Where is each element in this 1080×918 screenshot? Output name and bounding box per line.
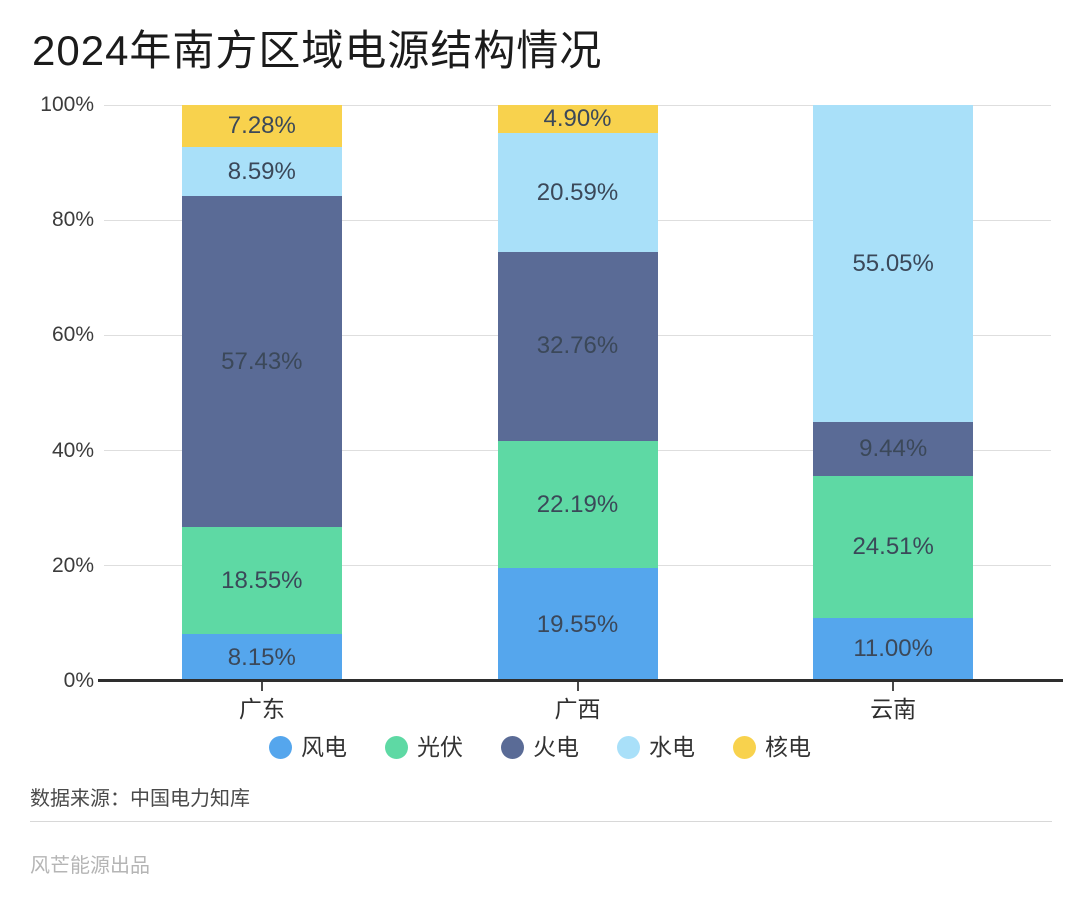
x-axis-tick (576, 682, 579, 691)
legend-item-solar: 光伏 (385, 734, 463, 760)
bar-segment-wind: 19.55% (497, 568, 658, 681)
legend-item-wind: 风电 (269, 734, 347, 760)
bar-segment-hydro: 8.59% (181, 146, 342, 197)
bar-segment-hydro: 55.05% (813, 105, 974, 423)
bar-segment-hydro: 20.59% (497, 133, 658, 252)
legend-swatch-hydro (617, 735, 640, 759)
y-tick-label: 0% (63, 669, 94, 692)
segment-label: 9.44% (859, 435, 928, 463)
segment-label: 24.51% (852, 533, 934, 561)
y-tick-label: 80% (51, 208, 94, 232)
bar-segment-wind: 8.15% (181, 634, 342, 681)
segment-label: 20.59% (536, 178, 619, 206)
bar-segment-wind: 11.00% (813, 617, 974, 681)
legend-label: 风电 (301, 734, 347, 760)
bar-segment-solar: 24.51% (813, 476, 974, 618)
legend: 风电 光伏 火电 水电 核电 (0, 733, 1080, 761)
y-tick-label: 40% (51, 438, 94, 462)
y-tick-label: 100% (40, 93, 94, 116)
bar-segment-solar: 22.19% (497, 440, 658, 569)
bar-2: 19.55% 22.19% 32.76% 20.59% 4.90% (497, 105, 658, 681)
x-axis-line (98, 679, 1063, 682)
segment-label: 8.15% (227, 643, 296, 671)
x-axis-label: 广西 (554, 696, 601, 722)
brand-credit-text: 风芒能源出品 (30, 855, 150, 877)
bar-segment-nuclear: 4.90% (497, 105, 658, 134)
bar-segment-solar: 18.55% (181, 527, 342, 635)
x-axis-label: 广东 (238, 696, 285, 722)
segment-label: 7.28% (227, 112, 296, 139)
y-tick-label: 60% (51, 323, 94, 347)
segment-label: 22.19% (536, 490, 619, 518)
segment-label: 57.43% (221, 347, 303, 375)
segment-label: 4.90% (543, 105, 612, 133)
legend-label: 火电 (533, 734, 579, 760)
legend-label: 水电 (649, 734, 695, 760)
chart-title: 2024年南方区域电源结构情况 (32, 27, 603, 74)
bar-segment-thermal: 32.76% (497, 251, 658, 441)
legend-swatch-nuclear (733, 735, 756, 759)
bar-segment-thermal: 9.44% (813, 422, 974, 477)
data-source-text: 数据来源：中国电力知库 (30, 788, 250, 810)
bar-segment-nuclear: 7.28% (181, 105, 342, 147)
segment-label: 19.55% (536, 610, 619, 638)
footer-divider (30, 821, 1052, 822)
segment-label: 55.05% (852, 249, 934, 277)
x-axis-label: 云南 (870, 696, 917, 722)
legend-item-nuclear: 核电 (733, 734, 811, 760)
bar-3: 11.00% 24.51% 9.44% 55.05% (813, 105, 974, 681)
legend-label: 核电 (765, 734, 811, 760)
segment-label: 32.76% (536, 332, 619, 360)
bar-segment-thermal: 57.43% (181, 196, 342, 528)
legend-label: 光伏 (417, 734, 463, 760)
x-axis-tick (892, 682, 895, 691)
legend-item-thermal: 火电 (501, 734, 579, 760)
legend-swatch-solar (385, 735, 408, 759)
x-axis-tick (260, 682, 263, 691)
segment-label: 18.55% (221, 566, 303, 594)
legend-swatch-wind (269, 735, 292, 759)
gridline-100 (104, 104, 1051, 106)
y-tick-label: 20% (51, 553, 94, 577)
bar-1: 8.15% 18.55% 57.43% 8.59% 7.28% (181, 105, 342, 681)
segment-label: 11.00% (853, 635, 933, 663)
segment-label: 8.59% (227, 157, 296, 185)
plot-area: 0% 20% 40% 60% 80% 100% 8.15% 18.55% 57.43% 8.59… (40, 93, 1063, 722)
legend-item-hydro: 水电 (617, 734, 695, 760)
legend-swatch-thermal (501, 735, 524, 759)
